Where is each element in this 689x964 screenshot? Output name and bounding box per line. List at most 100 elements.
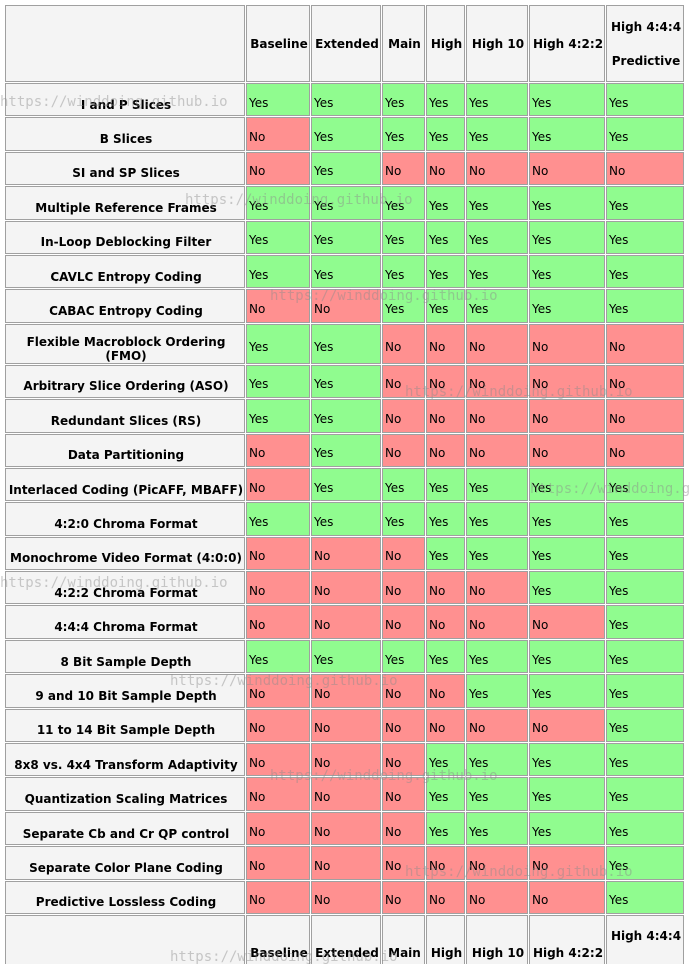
support-cell: No [382, 536, 425, 571]
support-cell: No [466, 708, 528, 743]
support-cell: No [311, 536, 381, 571]
feature-name: Arbitrary Slice Ordering (ASO) [5, 364, 245, 399]
support-cell: No [466, 364, 528, 399]
table-row: Interlaced Coding (PicAFF, MBAFF) No Yes Ye… [5, 467, 684, 502]
support-cell: No [246, 536, 310, 571]
support-cell: Yes [426, 502, 465, 536]
feature-name: Separate Color Plane Coding [5, 846, 245, 880]
support-cell: Yes [466, 289, 528, 323]
table-body: I and P Slices Yes Yes Yes Yes Yes Yes Yes B Sli… [5, 83, 684, 914]
table-row: 4:4:4 Chroma Format No No No No No No Yes [5, 605, 684, 639]
support-cell: Yes [426, 536, 465, 571]
support-cell: No [311, 571, 381, 605]
table-row: Flexible Macroblock Ordering (FMO) Yes Yes… [5, 323, 684, 364]
feature-name: Interlaced Coding (PicAFF, MBAFF) [5, 467, 245, 502]
profile-table: Baseline Extended Main High High 10 High 4:2:… [4, 4, 685, 964]
support-cell: Yes [311, 254, 381, 289]
column-header: High 4:4:4 Predictive [606, 5, 684, 82]
support-cell: Yes [466, 639, 528, 674]
support-cell: No [606, 151, 684, 186]
support-cell: Yes [426, 117, 465, 151]
support-cell: No [466, 433, 528, 467]
support-cell: No [529, 708, 605, 743]
support-cell: Yes [311, 220, 381, 254]
support-cell: No [529, 151, 605, 186]
support-cell: Yes [246, 502, 310, 536]
header-row: Baseline Extended Main High High 10 High 4:2:… [5, 5, 684, 82]
support-cell: Yes [466, 117, 528, 151]
support-cell: Yes [466, 674, 528, 708]
support-cell: Yes [466, 743, 528, 777]
support-cell: Yes [606, 571, 684, 605]
table-row: In-Loop Deblocking Filter Yes Yes Yes Yes Yes… [5, 220, 684, 254]
table-row: Quantization Scaling Matrices No No No Yes Ye… [5, 777, 684, 811]
support-cell: Yes [606, 743, 684, 777]
support-cell: Yes [606, 536, 684, 571]
support-cell: Yes [426, 289, 465, 323]
table-row: CAVLC Entropy Coding Yes Yes Yes Yes Yes Yes Ye… [5, 254, 684, 289]
table-row: CABAC Entropy Coding No No Yes Yes Yes Yes Yes [5, 289, 684, 323]
support-cell: No [382, 880, 425, 914]
column-header: High [426, 5, 465, 82]
support-cell: No [466, 323, 528, 364]
support-cell: No [382, 743, 425, 777]
column-header: High 4:2:2 [529, 5, 605, 82]
support-cell: No [382, 571, 425, 605]
support-cell: Yes [382, 117, 425, 151]
support-cell: No [382, 399, 425, 433]
support-cell: Yes [246, 220, 310, 254]
support-cell: No [529, 364, 605, 399]
support-cell: Yes [529, 811, 605, 846]
support-cell: Yes [466, 536, 528, 571]
support-cell: No [606, 399, 684, 433]
table-row: Monochrome Video Format (4:0:0) No No No Yes… [5, 536, 684, 571]
support-cell: Yes [606, 639, 684, 674]
support-cell: Yes [311, 433, 381, 467]
column-header: Main [382, 5, 425, 82]
table-row: Predictive Lossless Coding No No No No No No Ye… [5, 880, 684, 914]
feature-name: Quantization Scaling Matrices [5, 777, 245, 811]
support-cell: No [246, 467, 310, 502]
support-cell: Yes [606, 708, 684, 743]
column-header: Extended [311, 914, 381, 964]
column-header: Main [382, 914, 425, 964]
support-cell: Yes [246, 323, 310, 364]
support-cell: Yes [606, 811, 684, 846]
support-cell: Yes [426, 220, 465, 254]
support-cell: Yes [466, 777, 528, 811]
support-cell: Yes [382, 186, 425, 220]
support-cell: Yes [466, 502, 528, 536]
feature-name: 4:2:2 Chroma Format [5, 571, 245, 605]
support-cell: No [246, 743, 310, 777]
support-cell: No [529, 880, 605, 914]
support-cell: No [246, 289, 310, 323]
feature-name: Flexible Macroblock Ordering (FMO) [5, 323, 245, 364]
support-cell: No [606, 323, 684, 364]
feature-name: Multiple Reference Frames [5, 186, 245, 220]
support-cell: Yes [426, 467, 465, 502]
table-row: Data Partitioning No Yes No No No No No [5, 433, 684, 467]
table-row: Separate Color Plane Coding No No No No No No Y… [5, 846, 684, 880]
support-cell: Yes [529, 83, 605, 117]
table-row: 8x8 vs. 4x4 Transform Adaptivity No No No Ye… [5, 743, 684, 777]
support-cell: Yes [426, 811, 465, 846]
support-cell: Yes [529, 502, 605, 536]
support-cell: Yes [529, 186, 605, 220]
support-cell: Yes [246, 83, 310, 117]
corner-cell [5, 5, 245, 82]
column-header: Baseline [246, 914, 310, 964]
corner-cell [5, 914, 245, 964]
support-cell: Yes [606, 846, 684, 880]
support-cell: No [246, 811, 310, 846]
column-header: High 10 [466, 914, 528, 964]
feature-name: 8x8 vs. 4x4 Transform Adaptivity [5, 743, 245, 777]
support-cell: No [382, 364, 425, 399]
support-cell: No [426, 846, 465, 880]
support-cell: No [311, 289, 381, 323]
support-cell: Yes [529, 467, 605, 502]
feature-name: 8 Bit Sample Depth [5, 639, 245, 674]
support-cell: Yes [426, 743, 465, 777]
support-cell: Yes [529, 220, 605, 254]
support-cell: No [382, 605, 425, 639]
